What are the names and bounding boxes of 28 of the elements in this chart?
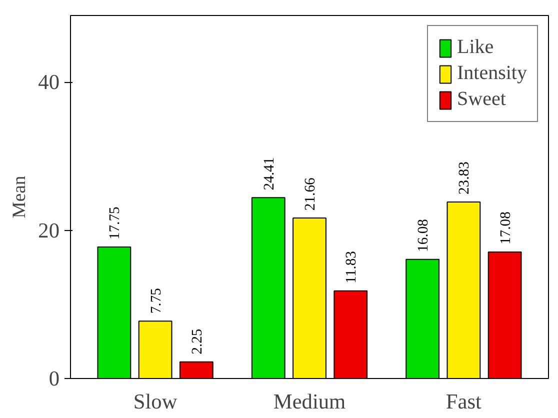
bar — [179, 361, 214, 378]
y-tick-label: 20 — [38, 218, 60, 242]
data-label: 11.83 — [344, 251, 360, 284]
bar — [446, 201, 481, 378]
bar — [251, 197, 286, 378]
data-label: 23.83 — [456, 162, 473, 195]
y-tick-label: 40 — [38, 70, 60, 94]
bar — [292, 218, 326, 378]
bar — [334, 290, 368, 378]
bar — [406, 258, 440, 378]
data-label: 21.66 — [302, 178, 318, 211]
y-tick-label: 0 — [48, 366, 60, 390]
data-label: 17.75 — [107, 206, 124, 240]
data-label: 16.08 — [416, 218, 432, 252]
data-label: 17.08 — [498, 212, 514, 245]
x-tick-label: Medium — [273, 390, 346, 414]
bar — [488, 251, 522, 378]
legend-label: Sweet — [457, 88, 506, 111]
bar — [97, 246, 132, 378]
x-tick-label: Slow — [133, 390, 178, 414]
legend-label: Intensity — [457, 62, 527, 85]
data-label: 7.75 — [148, 288, 164, 314]
data-label: 24.41 — [261, 157, 278, 190]
x-tick-label: Fast — [446, 390, 482, 414]
legend-label: Like — [457, 36, 494, 59]
data-label: 2.25 — [189, 328, 206, 354]
bar — [138, 320, 172, 378]
y-axis-title: Mean — [9, 175, 30, 218]
